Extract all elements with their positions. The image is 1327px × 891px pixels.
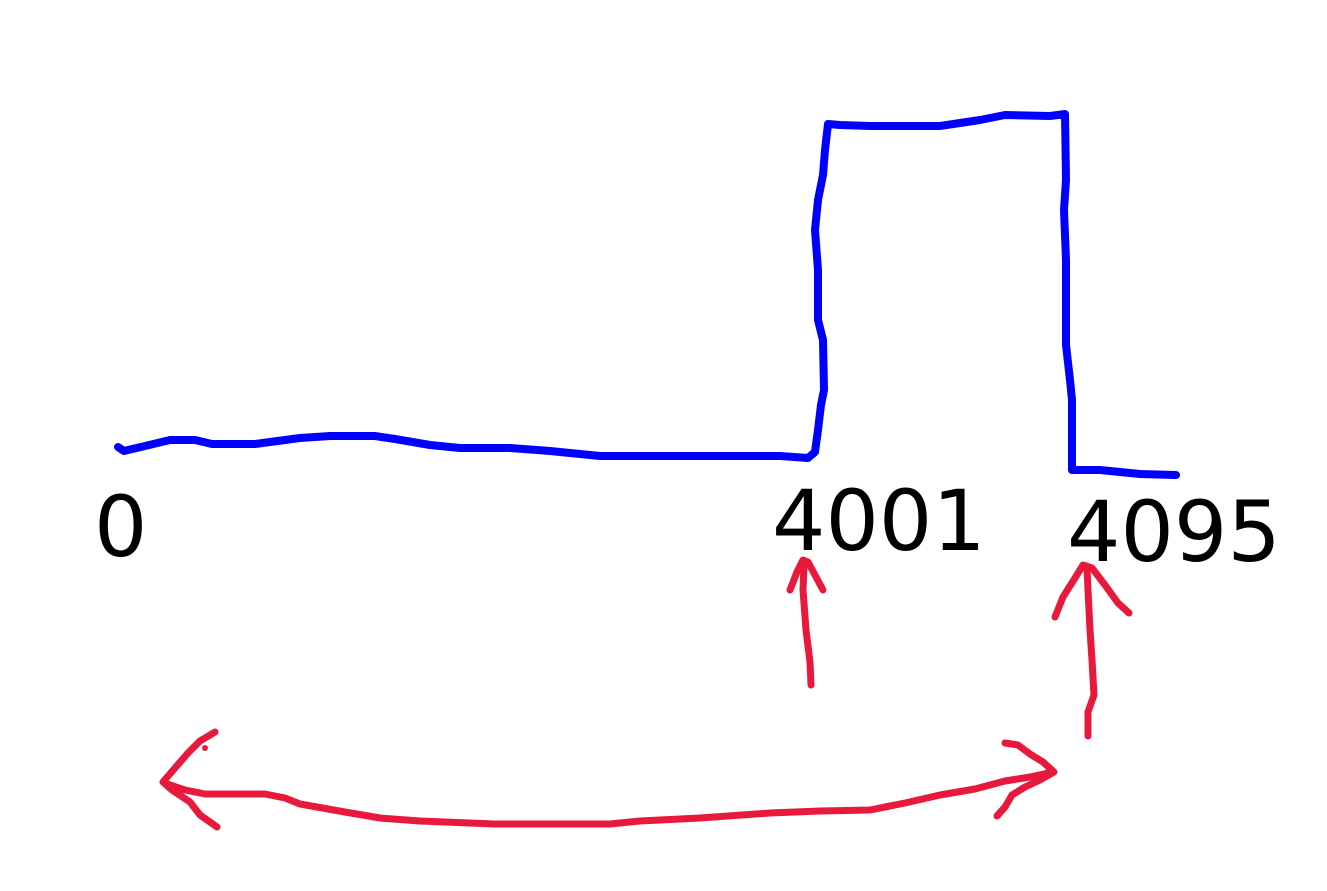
arrow-to-end-head — [1051, 561, 1133, 621]
span-arrow-shaft — [163, 768, 1057, 828]
label-start: 0 — [94, 478, 147, 576]
arrow-to-end — [1051, 561, 1133, 740]
label-rise: 4001 — [772, 472, 986, 570]
arrow-to-end-shaft — [1083, 564, 1098, 740]
span-arrow-left-dot — [202, 745, 208, 751]
arrow-to-rise-head — [786, 556, 827, 594]
span-double-arrow — [159, 728, 1058, 831]
span-arrow-left-head — [159, 728, 221, 831]
arrow-to-rise-shaft — [799, 561, 815, 689]
span-arrow-right-head — [993, 739, 1058, 820]
label-end: 4095 — [1067, 483, 1281, 581]
arrow-to-rise — [786, 556, 827, 689]
signal-step-line — [114, 110, 1180, 479]
